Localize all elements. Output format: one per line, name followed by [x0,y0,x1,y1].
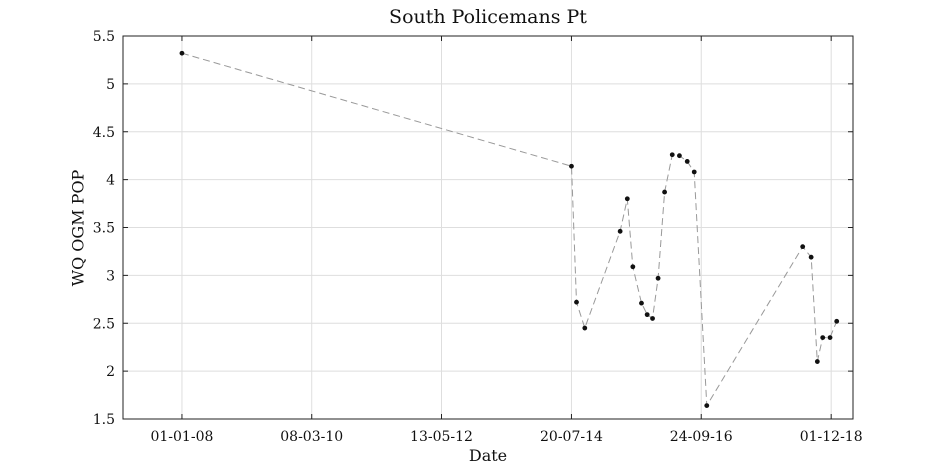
data-point [684,159,690,164]
data-point [655,275,661,281]
plot-frame [122,35,854,420]
x-tick-label: 24-09-16 [670,429,733,445]
data-point [662,189,667,195]
series [179,50,840,408]
data-point [669,152,675,158]
data-point [808,254,814,260]
y-tick-label: 1.5 [93,412,115,428]
data-point [639,300,644,306]
y-tick-label: 5 [106,77,115,93]
grid-lines [123,35,853,420]
axes: 1.5 2 2.5 3 3.5 4 4.5 5 5.5 01-01-08 08-03-10 13-05… [93,29,863,445]
data-point [820,335,826,341]
data-point [644,312,650,318]
x-tick-label: 01-01-08 [150,429,213,445]
y-tick-label: 4 [106,173,115,189]
data-point [834,318,840,324]
y-tick-label: 3 [106,268,115,284]
data-point [650,316,655,321]
y-tick-label: 2 [106,364,115,380]
data-point [630,264,636,270]
data-point [691,169,697,175]
data-point [179,50,185,56]
y-tick-label: 5.5 [93,29,115,45]
data-point [800,244,806,250]
data-point [574,299,579,305]
data-point [704,403,710,408]
data-point [827,335,833,341]
y-tick-label: 3.5 [93,221,115,237]
data-point [814,359,820,364]
y-tick-label: 4.5 [93,125,115,141]
y-tick-label: 2.5 [93,316,115,332]
series-line [181,52,838,408]
data-point [617,228,623,234]
data-point [624,196,630,202]
x-tick-label: 20-07-14 [540,429,603,445]
x-tick-label: 08-03-10 [280,429,343,445]
data-point [582,325,588,331]
data-point [569,163,574,169]
data-point [677,153,682,159]
x-tick-label: 13-05-12 [410,429,473,445]
x-tick-label: 01-12-18 [800,429,863,445]
